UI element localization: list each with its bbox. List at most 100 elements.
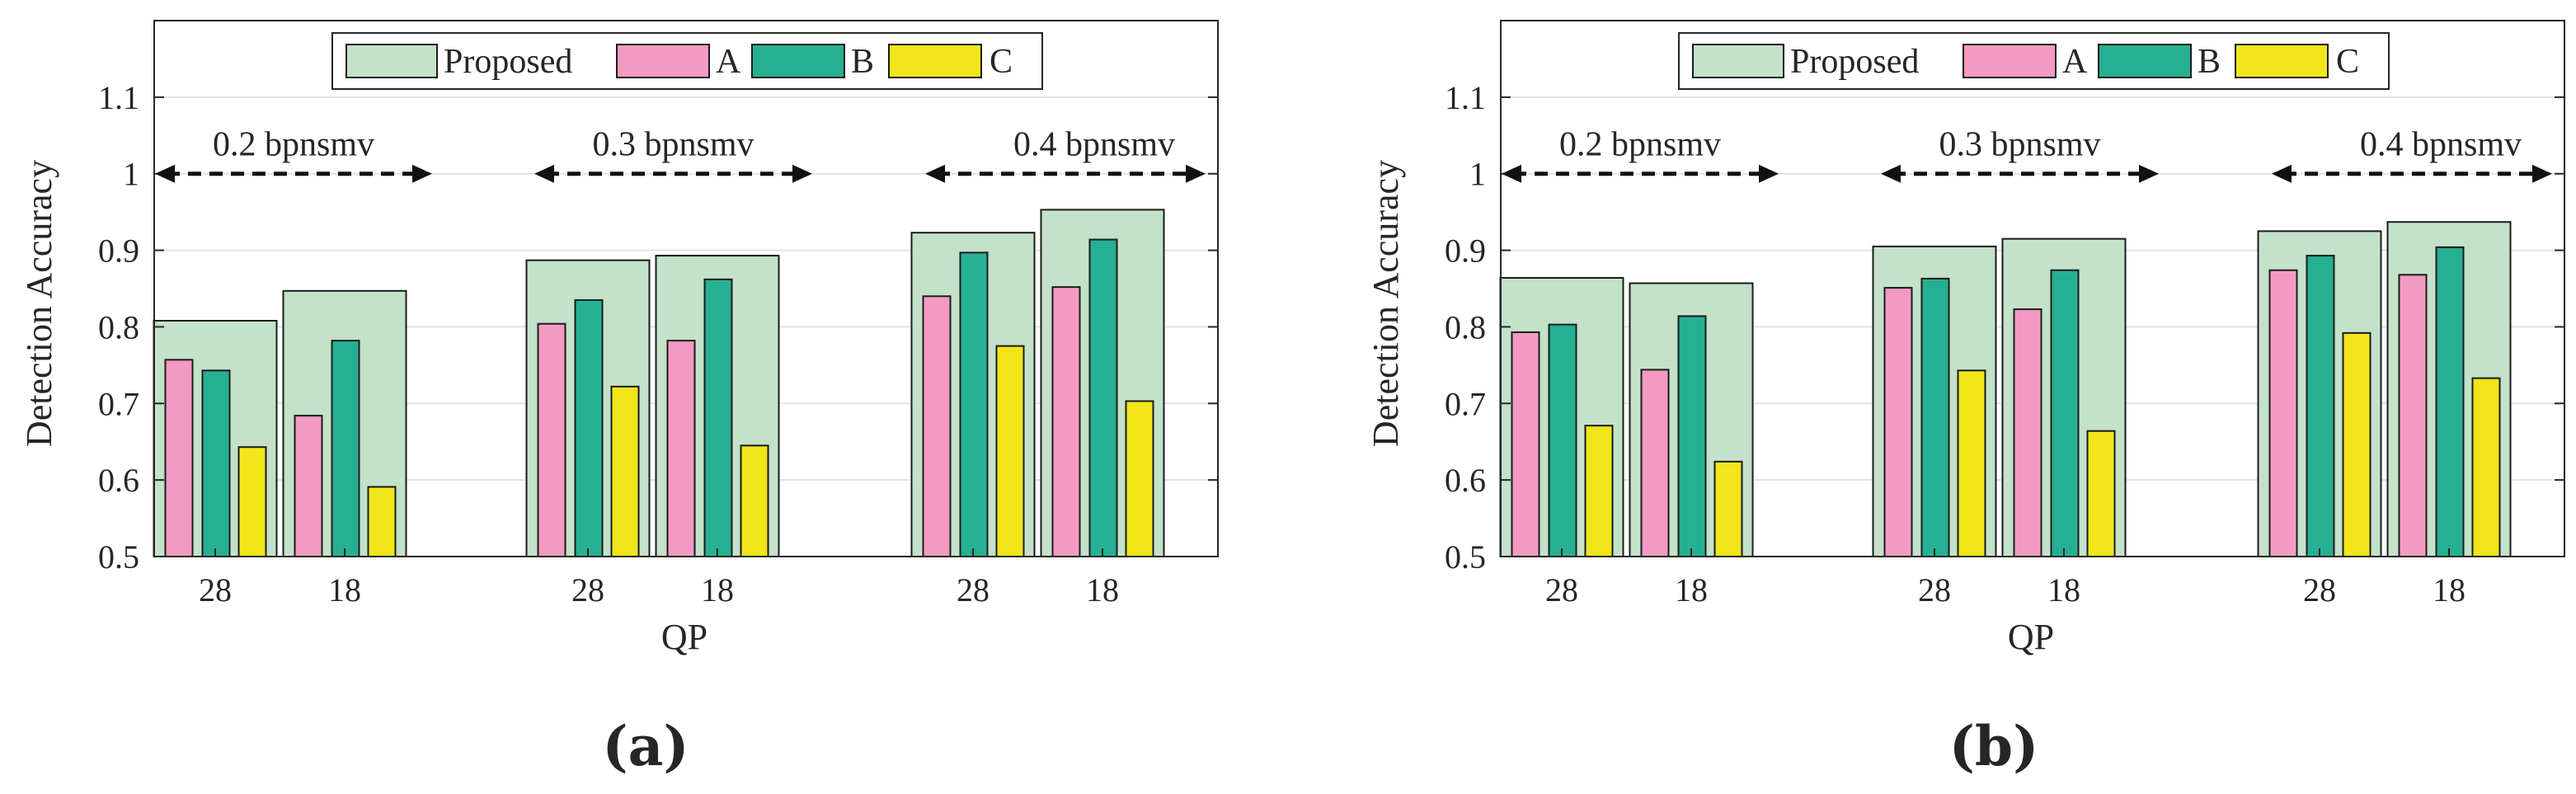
- panel-a-bar-b: [959, 251, 989, 557]
- panel-a-ytick-label: 0.7: [98, 385, 139, 422]
- panel-a-bar-c: [1125, 400, 1154, 557]
- panel-a-bar-a: [666, 340, 696, 557]
- panel-b-arrowhead-left: [1881, 164, 1901, 183]
- panel-b-bar-b: [1920, 277, 1950, 557]
- panel-a-legend-swatch-a: [616, 44, 710, 78]
- panel-b-bar-b: [1548, 323, 1577, 557]
- panel-b-bar-a: [1883, 287, 1913, 557]
- panel-a-bar-b: [201, 369, 231, 557]
- panel-a-bar-c: [367, 486, 397, 557]
- panel-a-ytick-label: 0.6: [98, 462, 139, 499]
- panel-a-arrowhead-left: [155, 164, 175, 183]
- panel-a-xtick-label: 28: [571, 571, 604, 608]
- panel-b-y-axis-label: Detection Accuracy: [1366, 160, 1406, 447]
- panel-b-ytick-label: 0.5: [1445, 538, 1486, 576]
- panel-b-bar-c: [1713, 460, 1743, 557]
- panel-b-bar-b: [1677, 315, 1707, 557]
- panel-a-bar-b: [703, 278, 733, 557]
- panel-a-xtick-label: 18: [1086, 571, 1119, 608]
- panel-b-legend-swatch-c: [2235, 44, 2329, 78]
- panel-b-ytick-label: 0.8: [1445, 308, 1486, 345]
- panel-a-bar-c: [610, 385, 640, 557]
- panel-b-arrowhead-left: [1502, 164, 1521, 183]
- panel-a-axes-box: [153, 20, 1219, 557]
- panel-b-bar-c: [1957, 369, 1986, 557]
- panel-b-ytick-label: 1: [1469, 156, 1486, 193]
- panel-a-legend-swatch-c: [888, 44, 982, 78]
- panel-b-bar-c: [1584, 425, 1614, 558]
- panel-a-xtick-label: 28: [199, 571, 232, 608]
- panel-b-bar-c: [2342, 331, 2372, 557]
- panel-b-bar-a: [2398, 274, 2428, 557]
- panel-b-ytick-label: 0.9: [1445, 233, 1486, 270]
- chart-panel-b: 28 18 28 18 28 18 0.5 0.6 0.7 0.8 0.9 1 1.1 Detection…: [1366, 20, 2565, 778]
- panel-a-arrowhead-right: [1186, 164, 1206, 183]
- panel-b-arrowhead-right: [2532, 164, 2552, 183]
- panel-a-bar-b: [574, 298, 604, 557]
- panel-a-legend-swatch-proposed: [346, 44, 438, 78]
- panel-b-bar-b: [2050, 269, 2080, 557]
- panel-b-xtick-label: 18: [1675, 571, 1708, 608]
- panel-b-arrowhead-left: [2272, 164, 2292, 183]
- panel-b-bar-a: [1511, 331, 1540, 557]
- panel-b-group-label: 0.3 bpnsmv: [1939, 126, 2100, 164]
- panel-a-x-axis-label: QP: [661, 617, 707, 657]
- panel-a-bar-a: [164, 359, 194, 557]
- panel-b-axes-box: [1500, 20, 2565, 557]
- panel-a-arrowhead-left: [534, 164, 554, 183]
- panel-a-bar-c: [237, 446, 267, 558]
- panel-b-bar-b: [2435, 246, 2465, 557]
- panel-a-arrowhead-right: [412, 164, 432, 183]
- panel-a-xtick-label: 18: [701, 571, 734, 608]
- panel-a-bar-c: [740, 444, 769, 557]
- panel-b-group-label: 0.4 bpnsmv: [2360, 126, 2522, 164]
- panel-a-group-label: 0.4 bpnsmv: [1013, 126, 1175, 164]
- panel-b-legend-swatch-proposed: [1692, 44, 1784, 78]
- panel-b-legend-label-c: C: [2336, 43, 2359, 81]
- panel-a-bar-c: [995, 345, 1025, 557]
- panel-b-label: (b): [1949, 714, 2039, 778]
- panel-b-x-axis-label: QP: [2008, 617, 2054, 657]
- panel-a-xtick-label: 28: [957, 571, 990, 608]
- panel-a-group-label: 0.2 bpnsmv: [213, 126, 374, 164]
- panel-a-bar-a: [294, 415, 323, 557]
- panel-a-ytick-label: 1: [123, 156, 139, 193]
- panel-b-ytick-label: 0.7: [1445, 385, 1486, 422]
- panel-b-bar-c: [2086, 430, 2116, 558]
- panel-b-xtick-label: 28: [1545, 571, 1578, 608]
- panel-b-group-label: 0.2 bpnsmv: [1559, 126, 1721, 164]
- panel-a-bar-a: [922, 295, 952, 557]
- panel-a-legend-swatch-b: [751, 44, 845, 78]
- panel-b-xtick-label: 28: [2303, 571, 2336, 608]
- panel-a-y-axis-label: Detection Accuracy: [19, 160, 59, 447]
- panel-a-arrowhead-left: [925, 164, 945, 183]
- panel-b-xtick-label: 28: [1918, 571, 1951, 608]
- panel-a-group-label: 0.3 bpnsmv: [592, 126, 754, 164]
- panel-a-bar-b: [331, 340, 360, 557]
- panel-b-legend-label-a: A: [2062, 43, 2088, 81]
- panel-b-bar-b: [2306, 255, 2335, 557]
- panel-a-ytick-label: 1.1: [98, 79, 139, 116]
- panel-b-bar-a: [2013, 308, 2042, 557]
- panel-b-xtick-label: 18: [2047, 571, 2080, 608]
- panel-b-legend-swatch-a: [1963, 44, 2057, 78]
- chart-panel-a: 28 18 28 18 28 18 0.5 0.6 0.7 0.8 0.9 1 1.1 Detection…: [19, 20, 1219, 778]
- panel-b-ytick-label: 0.6: [1445, 462, 1486, 499]
- panel-b-bar-a: [2268, 269, 2298, 557]
- panel-b-legend-swatch-b: [2098, 44, 2192, 78]
- panel-a-bar-a: [537, 322, 566, 557]
- panel-a-legend-label-b: B: [851, 43, 874, 81]
- panel-a-legend-label-a: A: [716, 43, 741, 81]
- panel-b-arrowhead-right: [2139, 164, 2159, 183]
- panel-a-arrowhead-right: [792, 164, 812, 183]
- panel-a-ytick-label: 0.8: [98, 308, 139, 345]
- panel-b-ytick-label: 1.1: [1445, 79, 1486, 116]
- panel-b-arrowhead-right: [1759, 164, 1779, 183]
- panel-b-legend-label-b: B: [2198, 43, 2221, 81]
- panel-a-legend-label-c: C: [990, 43, 1013, 81]
- panel-a-ytick-label: 0.9: [98, 233, 139, 270]
- panel-a-ytick-label: 0.5: [98, 538, 139, 576]
- panel-b-xtick-label: 18: [2433, 571, 2466, 608]
- panel-b-bar-a: [1640, 369, 1670, 557]
